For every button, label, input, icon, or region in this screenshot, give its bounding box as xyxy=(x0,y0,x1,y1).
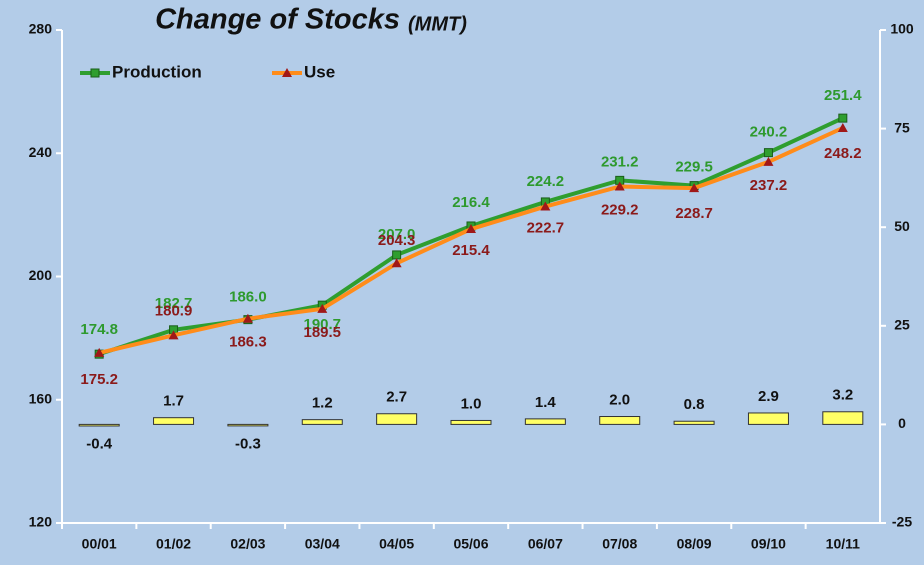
data-label: -0.3 xyxy=(235,435,261,452)
legend-label: Use xyxy=(304,62,335,81)
data-label: 189.5 xyxy=(303,324,341,341)
bar xyxy=(673,420,715,425)
data-label: 186.3 xyxy=(229,334,267,351)
data-label: 175.2 xyxy=(80,371,118,388)
y-tick-label: 240 xyxy=(29,144,53,160)
data-label: 2.7 xyxy=(386,389,407,406)
bar xyxy=(78,423,120,427)
marker xyxy=(838,113,848,123)
data-label: 0.8 xyxy=(684,396,705,413)
marker xyxy=(282,68,292,77)
marker xyxy=(90,68,100,78)
bar xyxy=(599,416,641,425)
y2-tick-label: 25 xyxy=(894,317,910,333)
data-label: 231.2 xyxy=(601,153,639,170)
data-label: 207.0 xyxy=(378,226,416,243)
y2-tick-label: 0 xyxy=(898,415,906,431)
bar xyxy=(301,419,343,425)
marker xyxy=(837,122,848,132)
data-label: 186.0 xyxy=(229,289,267,306)
x-tick-label: 04/05 xyxy=(379,536,414,552)
data-label: -0.4 xyxy=(86,435,113,452)
data-label: 248.2 xyxy=(824,145,862,162)
data-label: 182.7 xyxy=(155,295,193,312)
bar xyxy=(524,418,566,425)
data-label: 1.2 xyxy=(312,395,333,412)
data-label: 222.7 xyxy=(527,220,565,237)
bar xyxy=(450,419,492,425)
data-label: 228.7 xyxy=(675,205,713,222)
y-tick-label: 200 xyxy=(29,267,53,283)
data-label: 1.4 xyxy=(535,394,557,411)
x-tick-label: 05/06 xyxy=(453,536,488,552)
bar xyxy=(227,423,269,427)
y-tick-label: 280 xyxy=(29,21,53,37)
bar xyxy=(747,412,789,425)
bar xyxy=(822,411,864,425)
data-label: 204.3 xyxy=(378,232,416,249)
data-label: 240.2 xyxy=(750,124,788,141)
data-label: 216.4 xyxy=(452,194,490,211)
data-label: 1.7 xyxy=(163,393,184,410)
data-label: 251.4 xyxy=(824,87,862,104)
y-tick-label: 160 xyxy=(29,390,53,406)
marker xyxy=(763,148,773,158)
marker xyxy=(540,201,551,211)
marker xyxy=(317,303,328,313)
x-tick-label: 10/11 xyxy=(826,536,860,552)
data-label: 229.2 xyxy=(601,201,639,218)
bar xyxy=(376,413,418,425)
x-tick-label: 02/03 xyxy=(230,536,265,552)
bar xyxy=(153,417,195,425)
marker xyxy=(391,258,402,268)
chart-subtitle: (MMT) xyxy=(408,13,467,35)
marker xyxy=(763,156,774,166)
marker xyxy=(689,183,700,193)
marker xyxy=(466,224,476,234)
y2-tick-label: -25 xyxy=(892,514,912,530)
chart-title: Change of Stocks xyxy=(155,4,400,36)
marker xyxy=(614,181,625,191)
marker xyxy=(242,313,253,323)
data-label: 237.2 xyxy=(750,177,788,194)
data-label: 174.8 xyxy=(80,321,118,338)
y-tick-label: 120 xyxy=(29,514,53,530)
marker xyxy=(392,250,402,260)
x-tick-label: 08/09 xyxy=(677,536,712,552)
x-tick-label: 00/01 xyxy=(82,536,117,552)
data-label: 180.9 xyxy=(155,302,193,319)
marker xyxy=(168,330,179,340)
data-label: 3.2 xyxy=(832,387,853,404)
x-tick-label: 01/02 xyxy=(156,536,191,552)
line xyxy=(98,116,844,357)
data-label: 1.0 xyxy=(461,395,482,412)
data-label: 2.0 xyxy=(609,391,630,408)
y2-tick-label: 100 xyxy=(890,21,914,37)
x-tick-label: 06/07 xyxy=(528,536,563,552)
marker xyxy=(94,347,105,357)
x-tick-label: 07/08 xyxy=(602,536,637,552)
data-label: 2.9 xyxy=(758,388,779,405)
data-label: 229.5 xyxy=(675,159,713,176)
x-tick-label: 03/04 xyxy=(305,536,340,552)
y2-tick-label: 50 xyxy=(894,218,910,234)
y2-tick-label: 75 xyxy=(894,119,910,135)
data-label: 215.4 xyxy=(452,242,490,259)
line xyxy=(98,126,844,355)
x-tick-label: 09/10 xyxy=(751,536,786,552)
legend-label: Production xyxy=(112,62,202,81)
data-label: 190.7 xyxy=(303,316,341,333)
data-label: 224.2 xyxy=(527,173,565,190)
